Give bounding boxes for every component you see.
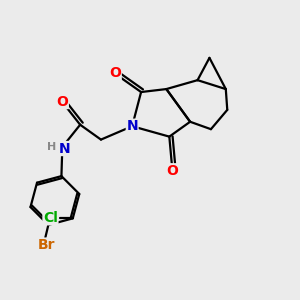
Text: N: N <box>59 142 70 155</box>
Text: O: O <box>56 94 68 109</box>
Text: O: O <box>109 66 121 80</box>
Text: Cl: Cl <box>43 211 58 225</box>
Text: N: N <box>126 119 138 133</box>
Text: Br: Br <box>38 238 56 252</box>
Text: O: O <box>167 164 178 178</box>
Text: H: H <box>47 142 56 152</box>
